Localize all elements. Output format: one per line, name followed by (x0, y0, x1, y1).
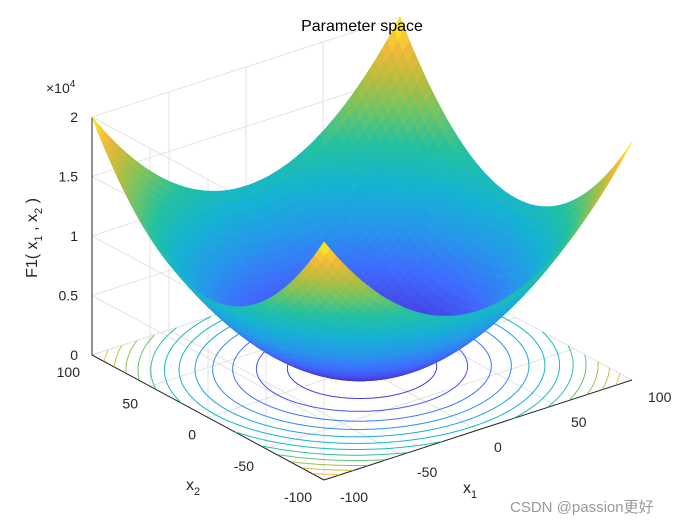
watermark: CSDN @passion更好 (510, 499, 654, 516)
contour-line (277, 454, 386, 461)
contour-line (312, 473, 340, 476)
tick-labels: 0 0.5 1 1.5 2 -100 -50 0 50 100 -100 -50 0 50 100 (57, 109, 672, 505)
x2-tick-label: -100 (284, 489, 312, 505)
x1-tick-label: 100 (648, 389, 672, 405)
chart-title: Parameter space (301, 18, 423, 35)
x2-tick-label: 100 (57, 364, 81, 380)
contour-line (103, 349, 109, 362)
contour-line (601, 368, 610, 390)
contour-line (301, 467, 354, 471)
contour-lines (103, 259, 621, 476)
x1-axis-line (323, 379, 633, 481)
x2-tick-label: -50 (234, 458, 254, 474)
z-tick-label: 2 (70, 109, 78, 125)
x1-tick-label: -100 (340, 489, 368, 505)
z-tick-label: 0 (70, 347, 78, 363)
contour-line (513, 331, 561, 419)
z-tick-label: 1.5 (59, 169, 79, 185)
x2-axis-line (91, 354, 325, 481)
contour-line (261, 445, 408, 456)
z-tick-label: 1 (70, 228, 78, 244)
x2-tick-label: 0 (188, 427, 196, 443)
x1-tick-label: 50 (571, 414, 587, 430)
surface-mesh (91, 16, 633, 382)
contour-line (569, 354, 587, 401)
x1-tick-label: -50 (417, 464, 437, 480)
contour-line (114, 345, 123, 367)
contour-line (615, 373, 621, 386)
contour-line (125, 340, 138, 373)
contour-line (586, 362, 599, 395)
contour-line (150, 327, 177, 390)
contour-line (547, 345, 574, 408)
x1-axis-label: x1 (463, 480, 477, 501)
x2-tick-label: 50 (122, 395, 138, 411)
contour-line (163, 316, 211, 404)
x2-axis-label: x2 (186, 477, 200, 498)
z-axis-label: F1( x1 , x2 ) (24, 198, 45, 278)
contour-line (234, 431, 443, 450)
z-tick-label: 0.5 (59, 288, 79, 304)
contour-line (290, 461, 369, 466)
z-exponent-label: ×104 (46, 79, 76, 96)
x1-tick-label: 0 (494, 439, 502, 455)
surface-face (620, 141, 633, 161)
contour-line (137, 334, 155, 381)
